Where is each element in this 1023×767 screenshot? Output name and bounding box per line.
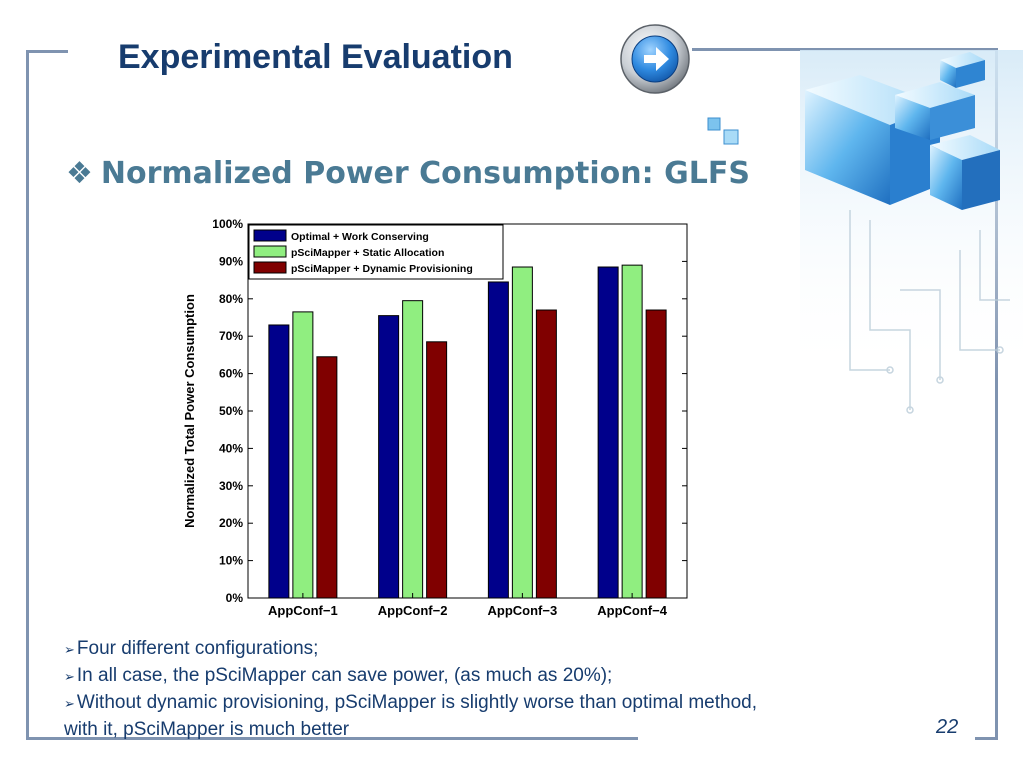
bar bbox=[378, 315, 400, 599]
bar bbox=[621, 264, 643, 599]
legend-swatch bbox=[253, 245, 287, 258]
power-consumption-chart: 0% 10% 20% 30% 40% 50% 60% 70% 80% 90% 100% Normali… bbox=[182, 217, 688, 618]
frame-right bbox=[995, 48, 998, 740]
arrow-bullet-icon: ➢ bbox=[64, 642, 75, 657]
y-tick-label: 80% bbox=[219, 292, 243, 306]
list-item: ➢ In all case, the pSciMapper can save po… bbox=[64, 663, 944, 690]
list-item-text: Four different configurations; bbox=[76, 638, 319, 659]
x-tick-label: AppConf−1 bbox=[268, 603, 338, 618]
bar bbox=[316, 356, 338, 599]
bar bbox=[402, 300, 424, 599]
bar bbox=[511, 266, 533, 599]
legend-box bbox=[248, 224, 504, 280]
bar bbox=[487, 281, 509, 599]
y-tick-label: 30% bbox=[219, 479, 243, 493]
y-tick-label: 10% bbox=[219, 554, 243, 568]
bar bbox=[645, 309, 667, 599]
frame-bottom bbox=[26, 737, 638, 740]
slide-subtitle: ❖ Normalized Power Consumption: GLFS bbox=[66, 156, 750, 191]
x-tick-label: AppConf−2 bbox=[378, 603, 448, 618]
arrow-bullet-icon: ➢ bbox=[64, 669, 75, 684]
y-tick-label: 100% bbox=[212, 217, 243, 231]
x-tick-label: AppConf−3 bbox=[488, 603, 558, 618]
y-tick-label: 60% bbox=[219, 367, 243, 381]
y-tick-label: 50% bbox=[219, 404, 243, 418]
arrow-right-icon[interactable] bbox=[618, 22, 692, 96]
legend-swatch bbox=[253, 261, 287, 274]
y-tick-label: 90% bbox=[219, 254, 243, 268]
y-tick-label: 40% bbox=[219, 441, 243, 455]
list-item-continuation: with it, pSciMapper is much better bbox=[64, 719, 350, 740]
y-tick-label: 70% bbox=[219, 329, 243, 343]
y-axis-label: Normalized Total Power Consumption bbox=[182, 294, 197, 528]
frame-bottom-right bbox=[975, 737, 998, 740]
legend-label: pSciMapper + Static Allocation bbox=[291, 247, 444, 259]
bar bbox=[597, 266, 619, 599]
arrow-bullet-icon: ➢ bbox=[64, 696, 75, 711]
y-tick-label: 0% bbox=[226, 591, 244, 605]
bar bbox=[535, 309, 557, 599]
bullet-list: ➢ Four different configurations; ➢ In all … bbox=[64, 636, 944, 743]
list-item-text: In all case, the pSciMapper can save pow… bbox=[76, 665, 613, 686]
bar bbox=[426, 341, 448, 599]
bar bbox=[292, 311, 314, 599]
page-number: 22 bbox=[936, 716, 959, 738]
subtitle-text: Normalized Power Consumption: GLFS bbox=[100, 156, 750, 191]
frame-left bbox=[26, 50, 29, 740]
diamond-bullet-icon: ❖ bbox=[66, 156, 93, 191]
legend-label: Optimal + Work Conserving bbox=[291, 231, 429, 243]
decorative-cubes bbox=[707, 50, 1023, 414]
slide-title: Experimental Evaluation bbox=[118, 38, 513, 76]
frame-top-right bbox=[692, 48, 997, 51]
legend-label: pSciMapper + Dynamic Provisioning bbox=[291, 263, 473, 275]
list-item-text: Without dynamic provisioning, pSciMapper… bbox=[76, 692, 757, 713]
frame-top-left bbox=[26, 50, 68, 53]
x-tick-label: AppConf−4 bbox=[597, 603, 667, 618]
plot-area bbox=[247, 223, 688, 599]
bar bbox=[268, 324, 290, 599]
legend-swatch bbox=[253, 229, 287, 242]
list-item: ➢ Without dynamic provisioning, pSciMappe… bbox=[64, 690, 944, 717]
list-item: ➢ Four different configurations; bbox=[64, 636, 944, 663]
y-tick-label: 20% bbox=[219, 516, 243, 530]
